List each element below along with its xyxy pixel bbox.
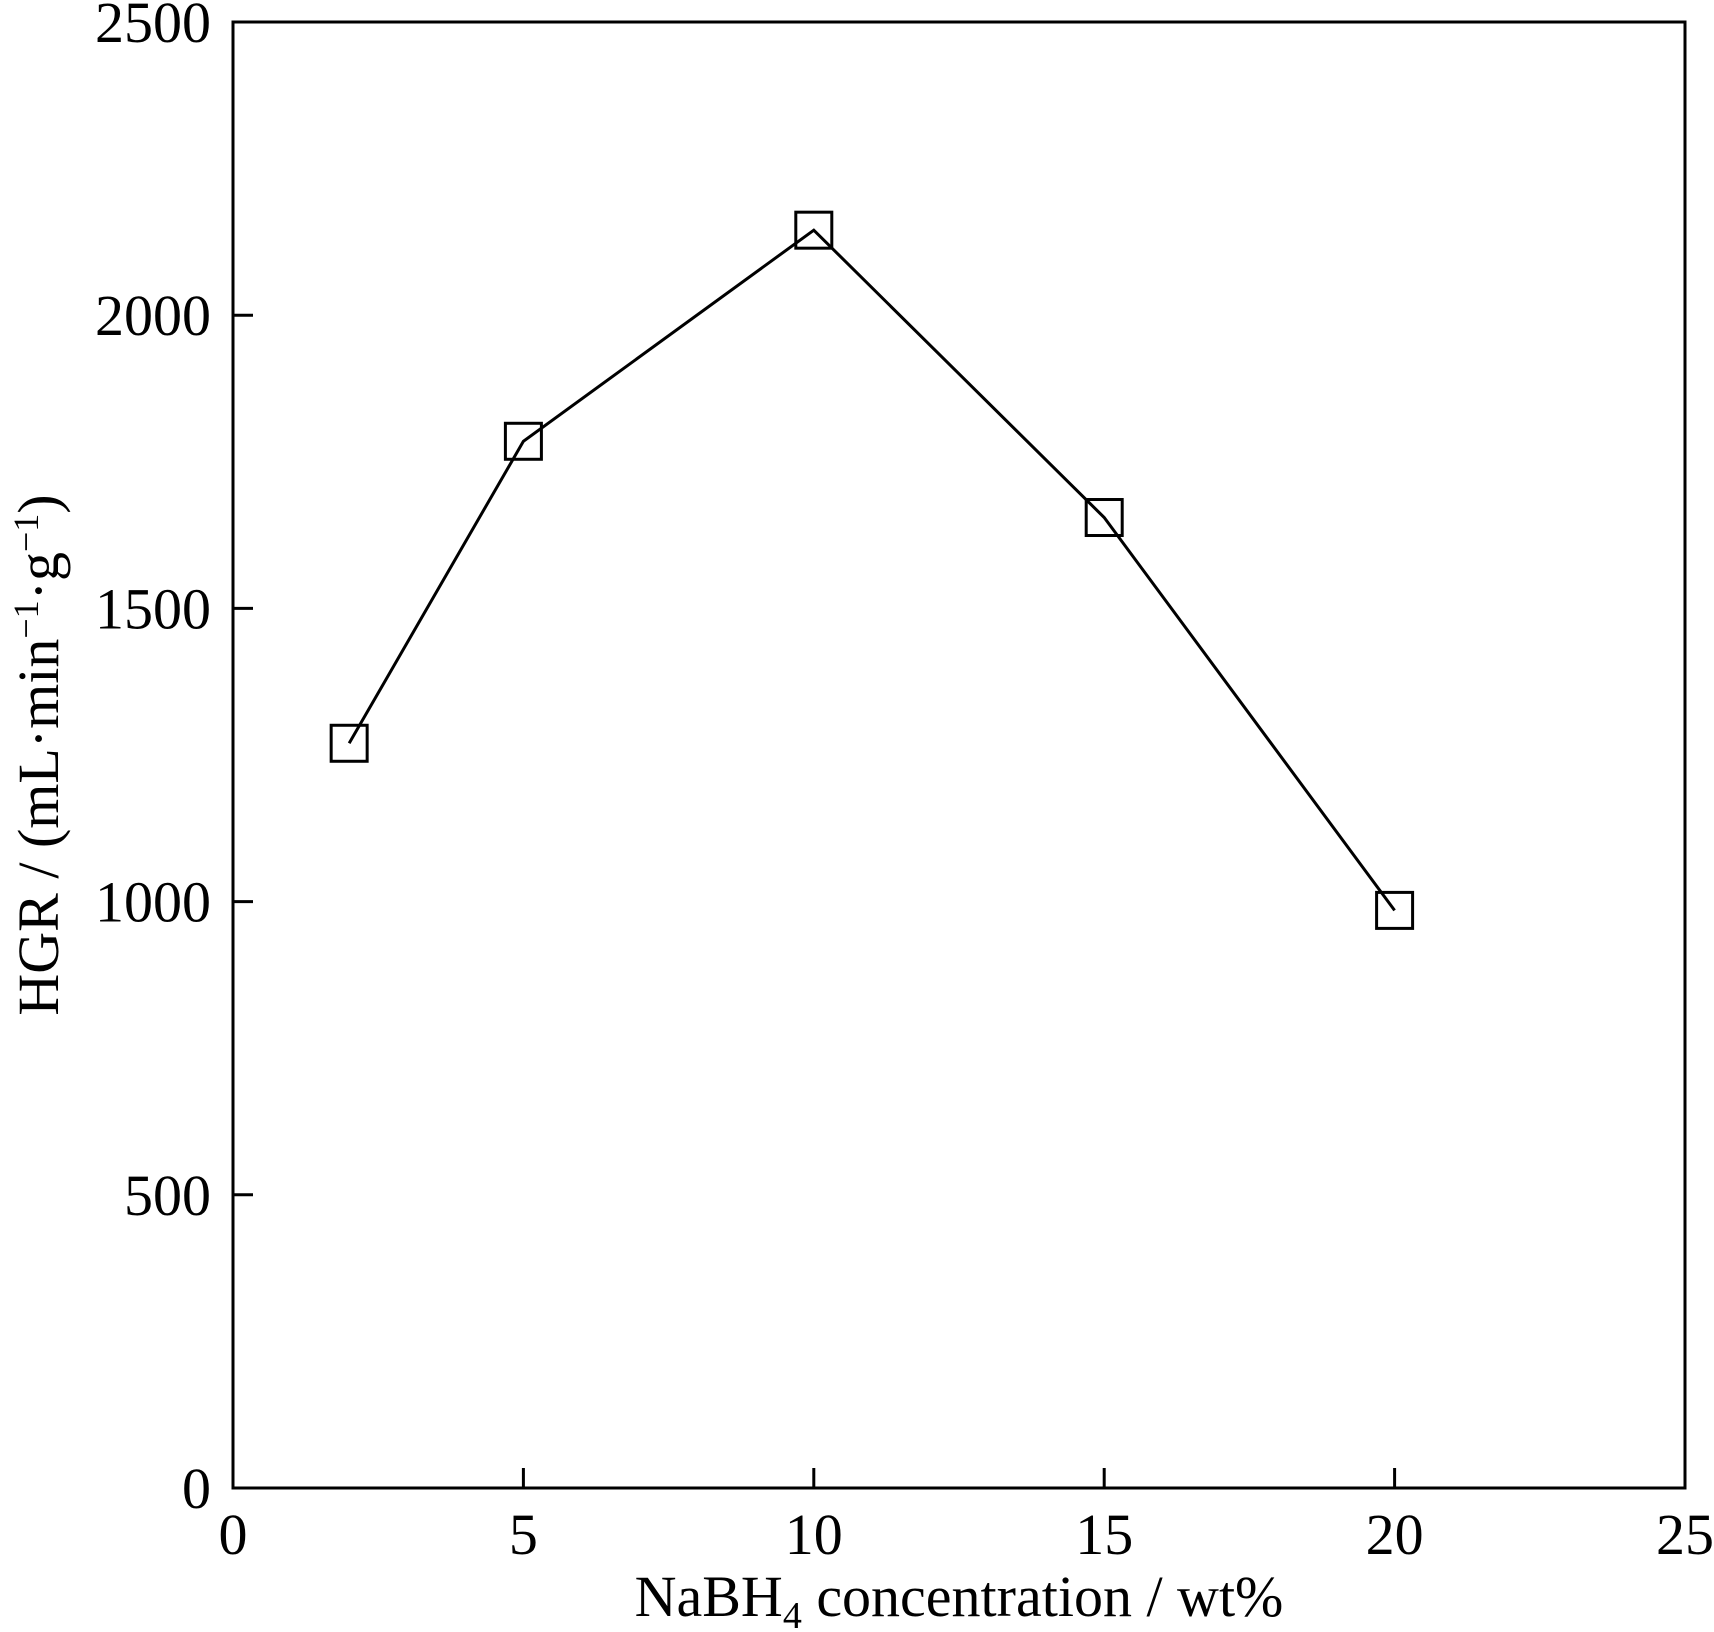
y-tick-label: 2000 [95,283,211,348]
y-tick-label: 1000 [95,870,211,935]
plot-frame [231,20,1687,1490]
y-tick-label: 2500 [95,0,211,55]
x-axis-title-main: NaBH [635,1564,783,1629]
data-point-marker [794,210,834,250]
y-axis-title: HGR / (mL·min−1·g−1) [6,494,71,1015]
x-axis-title: NaBH4 concentration / wt% [635,1564,1284,1632]
y-axis-title-sup2: −1 [6,514,46,552]
data-point-marker [1084,498,1124,538]
x-tick-label: 10 [785,1502,843,1567]
y-axis-ticks: 0 500 1000 1500 2000 2500 [95,0,253,1521]
series-layer [329,210,1415,930]
y-axis-title-sup1: −1 [6,600,46,638]
x-axis-title-rest: concentration / wt% [802,1564,1284,1629]
data-point-marker [329,723,369,763]
data-point-marker [1375,890,1415,930]
x-tick-label: 15 [1075,1502,1133,1567]
y-tick-label: 500 [124,1163,211,1228]
x-tick-label: 25 [1656,1502,1714,1567]
x-tick-label: 20 [1366,1502,1424,1567]
y-tick-label: 1500 [95,576,211,641]
y-tick-label: 0 [182,1456,211,1521]
y-axis-title-mid: ·g [6,552,71,600]
y-axis-title-main: HGR / (mL·min [6,639,71,1016]
x-tick-label: 0 [219,1502,248,1567]
series-line [347,228,1396,912]
y-axis-title-close: ) [6,494,71,513]
x-axis-title-subscript: 4 [783,1595,802,1632]
x-tick-label: 5 [509,1502,538,1567]
data-point-marker [503,421,543,461]
x-axis-ticks: 0 5 10 15 20 25 [219,1468,1714,1567]
